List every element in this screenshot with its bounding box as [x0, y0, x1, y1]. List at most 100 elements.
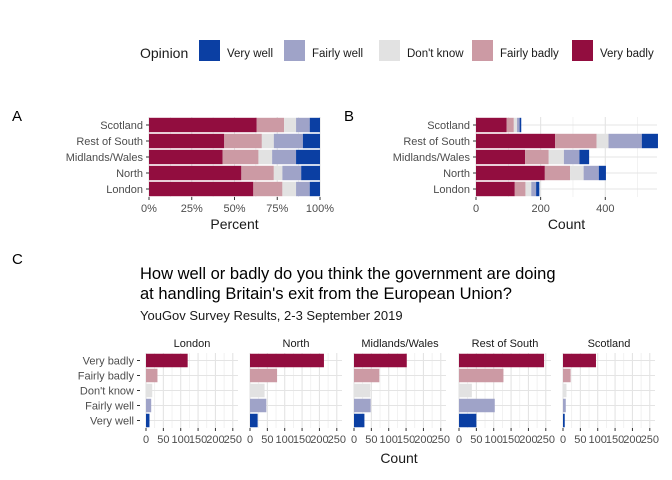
- bar-north-fairly-well: [250, 398, 267, 413]
- bar-london-very-well: [309, 181, 320, 197]
- bar-north-fairly-well: [583, 165, 599, 181]
- x-tick-label: 50%: [223, 203, 245, 215]
- bar-north-don-t-know: [570, 165, 584, 181]
- x-tick-label: 200: [531, 203, 549, 215]
- panel-a: Scotland Rest of South Midlands/Wales North…: [66, 117, 334, 232]
- category-label: Very badly: [83, 356, 135, 368]
- category-label: London: [433, 184, 470, 196]
- category-label: Scotland: [100, 120, 143, 132]
- bar-rest-of-south-fairly-well: [273, 133, 303, 149]
- bar-north-fairly-badly: [544, 165, 571, 181]
- x-tick-label: 100: [276, 434, 294, 446]
- x-tick-label: 0: [351, 434, 357, 446]
- bar-london-very-badly: [146, 353, 188, 368]
- x-tick-label: 0: [560, 434, 566, 446]
- x-tick-label: 0: [473, 203, 479, 215]
- x-tick-label: 200: [414, 434, 432, 446]
- facet-strip-rest-of-south: Rest of South: [472, 338, 539, 350]
- bar-scotland-fairly-well: [563, 398, 566, 413]
- bar-north-don-t-know: [273, 165, 283, 181]
- x-tick-label: 250: [432, 434, 450, 446]
- bar-north-very-badly: [476, 165, 545, 181]
- panel-label-b: B: [344, 108, 354, 125]
- bar-midlands-wales-fairly-badly: [222, 149, 259, 165]
- facet-strip-north: North: [283, 338, 310, 350]
- category-label: Don't know: [80, 386, 134, 398]
- legend-label-fairly-badly: Fairly badly: [500, 48, 559, 60]
- bar-midlands-wales-very-badly: [476, 149, 526, 165]
- x-tick-label: 50: [470, 434, 482, 446]
- category-label: London: [106, 184, 143, 196]
- bar-scotland-very-badly: [563, 353, 596, 368]
- bar-scotland-fairly-badly: [563, 368, 571, 383]
- x-tick-label: 100: [172, 434, 190, 446]
- x-tick-label: 75%: [266, 203, 288, 215]
- category-label: Midlands/Wales: [393, 152, 471, 164]
- bar-rest-of-south-fairly-well: [459, 398, 495, 413]
- bar-london-very-well: [146, 413, 150, 428]
- bar-rest-of-south-fairly-well: [608, 133, 642, 149]
- bar-london-fairly-well: [531, 181, 537, 197]
- x-tick-label: 200: [310, 434, 328, 446]
- legend-label-very-badly: Very badly: [600, 48, 654, 60]
- legend-key-fairly-badly: [472, 40, 493, 61]
- category-label: Scotland: [427, 120, 470, 132]
- panel-b: Scotland Rest of South Midlands/Wales North…: [393, 117, 658, 232]
- x-tick-label: 50: [365, 434, 377, 446]
- bar-north-fairly-well: [282, 165, 302, 181]
- panel-label-c: C: [12, 251, 23, 268]
- bar-scotland-very-badly: [476, 117, 507, 133]
- legend-key-very-badly: [572, 40, 593, 61]
- bar-london-fairly-badly: [146, 368, 158, 383]
- category-label: Rest of South: [76, 136, 143, 148]
- bar-midlands-wales-fairly-well: [354, 398, 371, 413]
- bar-rest-of-south-don-t-know: [596, 133, 609, 149]
- facet-strip-midlands-wales: Midlands/Wales: [361, 338, 439, 350]
- bar-north-fairly-badly: [250, 368, 278, 383]
- chart-subtitle: YouGov Survey Results, 2-3 September 201…: [140, 308, 403, 323]
- bar-rest-of-south-very-well: [302, 133, 320, 149]
- bar-scotland-don-t-know: [563, 383, 567, 398]
- x-tick-label: 0%: [141, 203, 157, 215]
- chart-title-line-2: at handling Britain's exit from the Euro…: [140, 285, 512, 303]
- category-label: Fairly badly: [78, 371, 135, 383]
- bar-midlands-wales-very-well: [579, 149, 590, 165]
- legend-label-don-t-know: Don't know: [407, 48, 464, 60]
- bar-london-don-t-know: [146, 383, 153, 398]
- bar-london-very-badly: [149, 181, 254, 197]
- bar-midlands-wales-very-well: [296, 149, 320, 165]
- legend: Opinion Very well Fairly well Don't know Fai…: [140, 40, 654, 61]
- x-tick-label: 100: [380, 434, 398, 446]
- x-axis-title: Count: [380, 450, 417, 466]
- bar-scotland-very-well: [563, 413, 565, 428]
- x-tick-label: 150: [293, 434, 311, 446]
- x-tick-label: 50: [261, 434, 273, 446]
- bar-rest-of-south-very-badly: [459, 353, 545, 368]
- bar-north-very-well: [250, 413, 258, 428]
- bar-scotland-don-t-know: [284, 117, 297, 133]
- x-tick-label: 200: [206, 434, 224, 446]
- bar-midlands-wales-fairly-well: [563, 149, 580, 165]
- panel-c: How well or badly do you think the gover…: [78, 265, 659, 466]
- bar-scotland-very-badly: [149, 117, 257, 133]
- category-label: North: [116, 168, 143, 180]
- bar-scotland-fairly-badly: [506, 117, 514, 133]
- bar-rest-of-south-fairly-badly: [459, 368, 504, 383]
- bar-midlands-wales-don-t-know: [548, 149, 564, 165]
- x-tick-label: 200: [519, 434, 537, 446]
- bar-north-very-badly: [250, 353, 324, 368]
- bar-london-fairly-well: [296, 181, 310, 197]
- x-tick-label: 25%: [181, 203, 203, 215]
- bar-london-fairly-well: [146, 398, 152, 413]
- bar-rest-of-south-don-t-know: [261, 133, 274, 149]
- bar-midlands-wales-very-badly: [354, 353, 407, 368]
- bar-midlands-wales-very-badly: [149, 149, 223, 165]
- x-tick-label: 0: [143, 434, 149, 446]
- bar-london-very-well: [536, 181, 540, 197]
- x-tick-label: 200: [623, 434, 641, 446]
- category-label: Fairly well: [85, 401, 134, 413]
- x-tick-label: 250: [328, 434, 346, 446]
- bar-north-fairly-badly: [241, 165, 274, 181]
- category-label: Midlands/Wales: [66, 152, 144, 164]
- legend-title: Opinion: [140, 45, 188, 61]
